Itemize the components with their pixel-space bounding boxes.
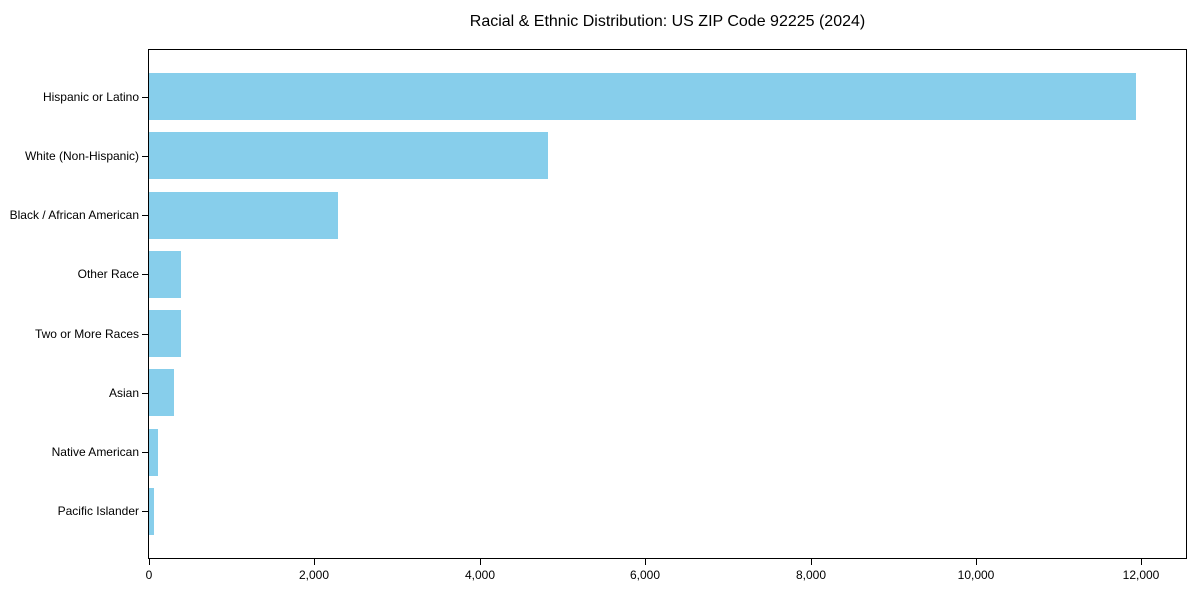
x-tick-label-10000: 10,000 <box>957 568 995 582</box>
y-tick-mark <box>142 452 148 453</box>
y-tick-mark <box>142 215 148 216</box>
x-tick-label-12000: 12,000 <box>1122 568 1160 582</box>
y-tick-label-asian: Asian <box>108 386 139 400</box>
y-tick-mark <box>142 97 148 98</box>
y-tick-mark <box>142 274 148 275</box>
bar-other-race <box>149 251 181 298</box>
bar-hispanic-or-latino <box>149 73 1136 120</box>
y-tick-label-two-or-more-races: Two or More Races <box>34 327 139 341</box>
x-tick-mark <box>314 559 315 565</box>
bar-pacific-islander <box>149 488 154 535</box>
y-tick-label-native-american: Native American <box>51 445 139 459</box>
y-tick-mark <box>142 334 148 335</box>
y-tick-label-black-african-american: Black / African American <box>9 208 139 222</box>
x-tick-mark <box>1141 559 1142 565</box>
x-tick-mark <box>811 559 812 565</box>
bar-native-american <box>149 429 158 476</box>
y-tick-mark <box>142 393 148 394</box>
x-tick-mark <box>149 559 150 565</box>
x-tick-mark <box>480 559 481 565</box>
x-tick-mark <box>645 559 646 565</box>
bar-black-african-american <box>149 192 338 239</box>
x-tick-label-4000: 4,000 <box>464 568 496 582</box>
y-tick-label-pacific-islander: Pacific Islander <box>57 504 139 518</box>
y-tick-mark <box>142 511 148 512</box>
bar-two-or-more-races <box>149 310 181 357</box>
y-tick-label-other-race: Other Race <box>77 267 139 281</box>
y-tick-mark <box>142 156 148 157</box>
x-tick-label-6000: 6,000 <box>629 568 661 582</box>
x-tick-label-8000: 8,000 <box>795 568 827 582</box>
bar-asian <box>149 369 174 416</box>
y-tick-label-white-non-hispanic: White (Non-Hispanic) <box>24 149 139 163</box>
x-tick-label-0: 0 <box>145 568 153 582</box>
x-tick-label-2000: 2,000 <box>298 568 330 582</box>
y-tick-label-hispanic-or-latino: Hispanic or Latino <box>42 90 139 104</box>
chart-title: Racial & Ethnic Distribution: US ZIP Cod… <box>469 13 866 30</box>
x-tick-mark <box>976 559 977 565</box>
bar-white-non-hispanic <box>149 132 548 179</box>
bars-layer <box>149 50 1186 558</box>
